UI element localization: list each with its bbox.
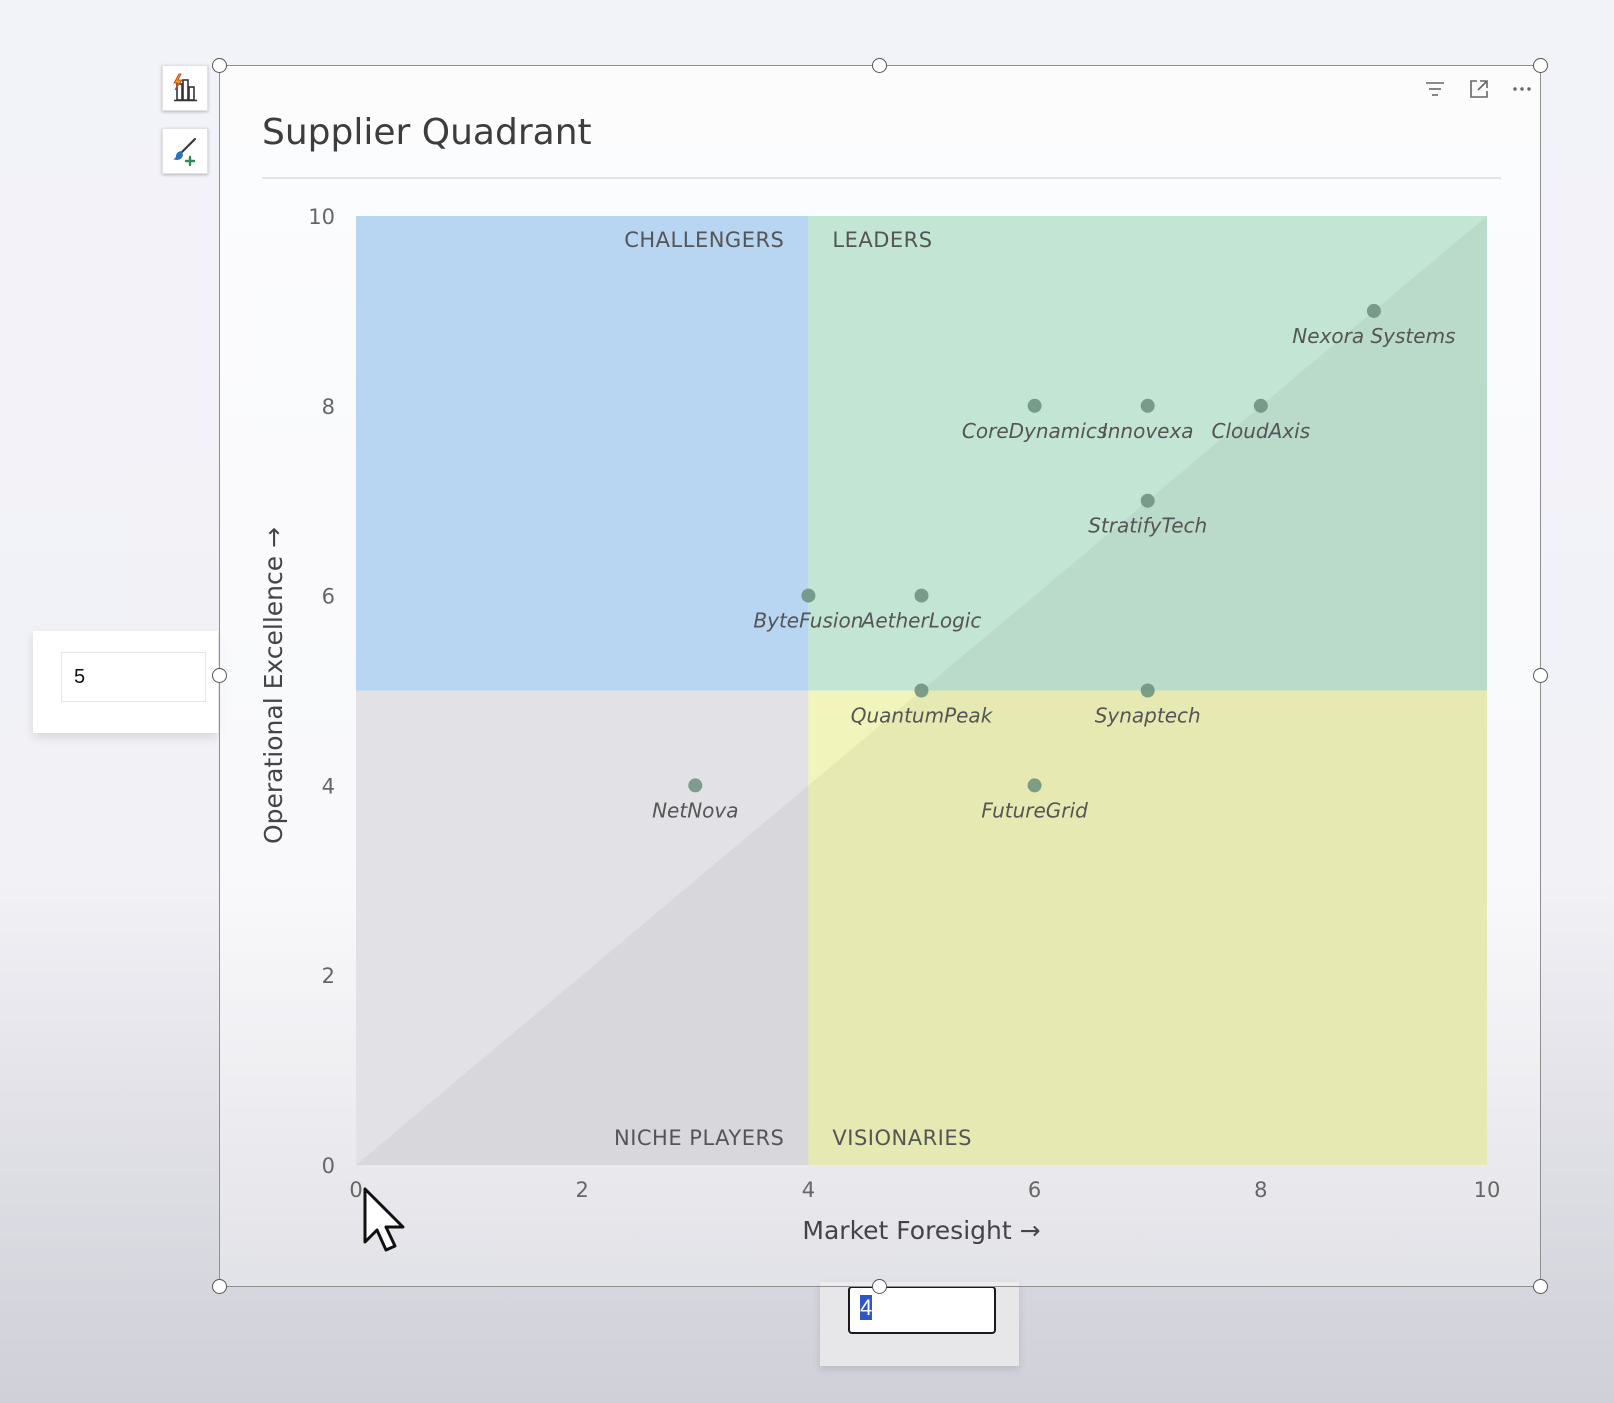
x-tick-label: 4 <box>802 1178 815 1202</box>
resize-handle-top-left[interactable] <box>212 58 227 73</box>
data-point <box>1140 683 1155 698</box>
quadrant-challengers <box>356 216 809 691</box>
x-threshold-panel: 4 <box>820 1282 1019 1366</box>
data-point <box>1027 778 1042 793</box>
data-point <box>1253 398 1268 413</box>
data-point <box>1140 493 1155 508</box>
data-point-label: StratifyTech <box>1088 514 1207 538</box>
y-tick-label: 2 <box>322 964 335 988</box>
resize-handle-left[interactable] <box>212 668 227 683</box>
quadrant-visionaries <box>808 690 1487 1165</box>
data-point <box>688 778 703 793</box>
data-point <box>1027 398 1042 413</box>
y-axis-label: Operational Excellence → <box>259 527 288 844</box>
resize-handle-right[interactable] <box>1533 668 1548 683</box>
focus-mode-icon[interactable] <box>1468 78 1490 100</box>
x-tick-label: 10 <box>1474 1178 1501 1202</box>
y-tick-label: 10 <box>308 205 335 229</box>
data-point <box>914 683 929 698</box>
data-point-label: QuantumPeak <box>851 704 994 728</box>
quadrant-niche-players <box>356 690 809 1165</box>
selected-text: 4 <box>860 1295 873 1320</box>
mouse-cursor-icon <box>363 1187 405 1252</box>
resize-handle-bottom[interactable] <box>872 1279 887 1294</box>
quick-insights-button[interactable] <box>162 65 208 111</box>
lightning-chart-icon <box>173 73 197 102</box>
data-point-label: NetNova <box>652 798 738 822</box>
resize-handle-bottom-right[interactable] <box>1533 1279 1548 1294</box>
x-tick-label: 8 <box>1254 1178 1267 1202</box>
y-threshold-input[interactable]: 5 <box>61 652 206 702</box>
quadrant-label-challengers: CHALLENGERS <box>624 228 784 252</box>
data-point-label: CloudAxis <box>1211 419 1310 443</box>
title-divider <box>262 177 1501 179</box>
y-tick-label: 0 <box>322 1154 335 1178</box>
data-point <box>1366 303 1381 318</box>
data-point <box>914 588 929 603</box>
quadrant-label-leaders: LEADERS <box>832 228 932 252</box>
quadrant-label-visionaries: VISIONARIES <box>832 1126 972 1150</box>
x-tick-label: 2 <box>576 1178 589 1202</box>
x-tick-label: 6 <box>1028 1178 1041 1202</box>
data-point-label: FutureGrid <box>981 798 1088 822</box>
more-options-icon[interactable] <box>1511 78 1533 100</box>
x-axis-label: Market Foresight → <box>802 1216 1040 1245</box>
data-point-label: Synaptech <box>1095 704 1201 728</box>
quadrant-leaders <box>808 216 1487 691</box>
data-point-label: Nexora Systems <box>1292 324 1455 348</box>
data-point-label: CoreDynamics <box>962 419 1107 443</box>
format-visual-button[interactable] <box>162 128 208 174</box>
y-tick-label: 4 <box>322 774 335 798</box>
data-point-label: AetherLogic <box>860 609 982 633</box>
quadrant-label-niche-players: NICHE PLAYERS <box>614 1126 784 1150</box>
chart-title: Supplier Quadrant <box>262 112 592 153</box>
data-point <box>801 588 816 603</box>
x-tick-label: 0 <box>349 1178 362 1202</box>
resize-handle-bottom-left[interactable] <box>212 1279 227 1294</box>
threshold-panel: 5 <box>33 631 218 733</box>
data-point <box>1140 398 1155 413</box>
resize-handle-top[interactable] <box>872 58 887 73</box>
filter-icon[interactable] <box>1424 78 1446 100</box>
x-threshold-input[interactable]: 4 <box>848 1286 996 1334</box>
data-point-label: ByteFusion <box>753 609 863 633</box>
y-tick-label: 8 <box>322 395 335 419</box>
paintbrush-plus-icon <box>173 137 197 167</box>
resize-handle-top-right[interactable] <box>1533 58 1548 73</box>
y-tick-label: 6 <box>322 585 335 609</box>
data-point-label: Innovexa <box>1102 419 1194 443</box>
